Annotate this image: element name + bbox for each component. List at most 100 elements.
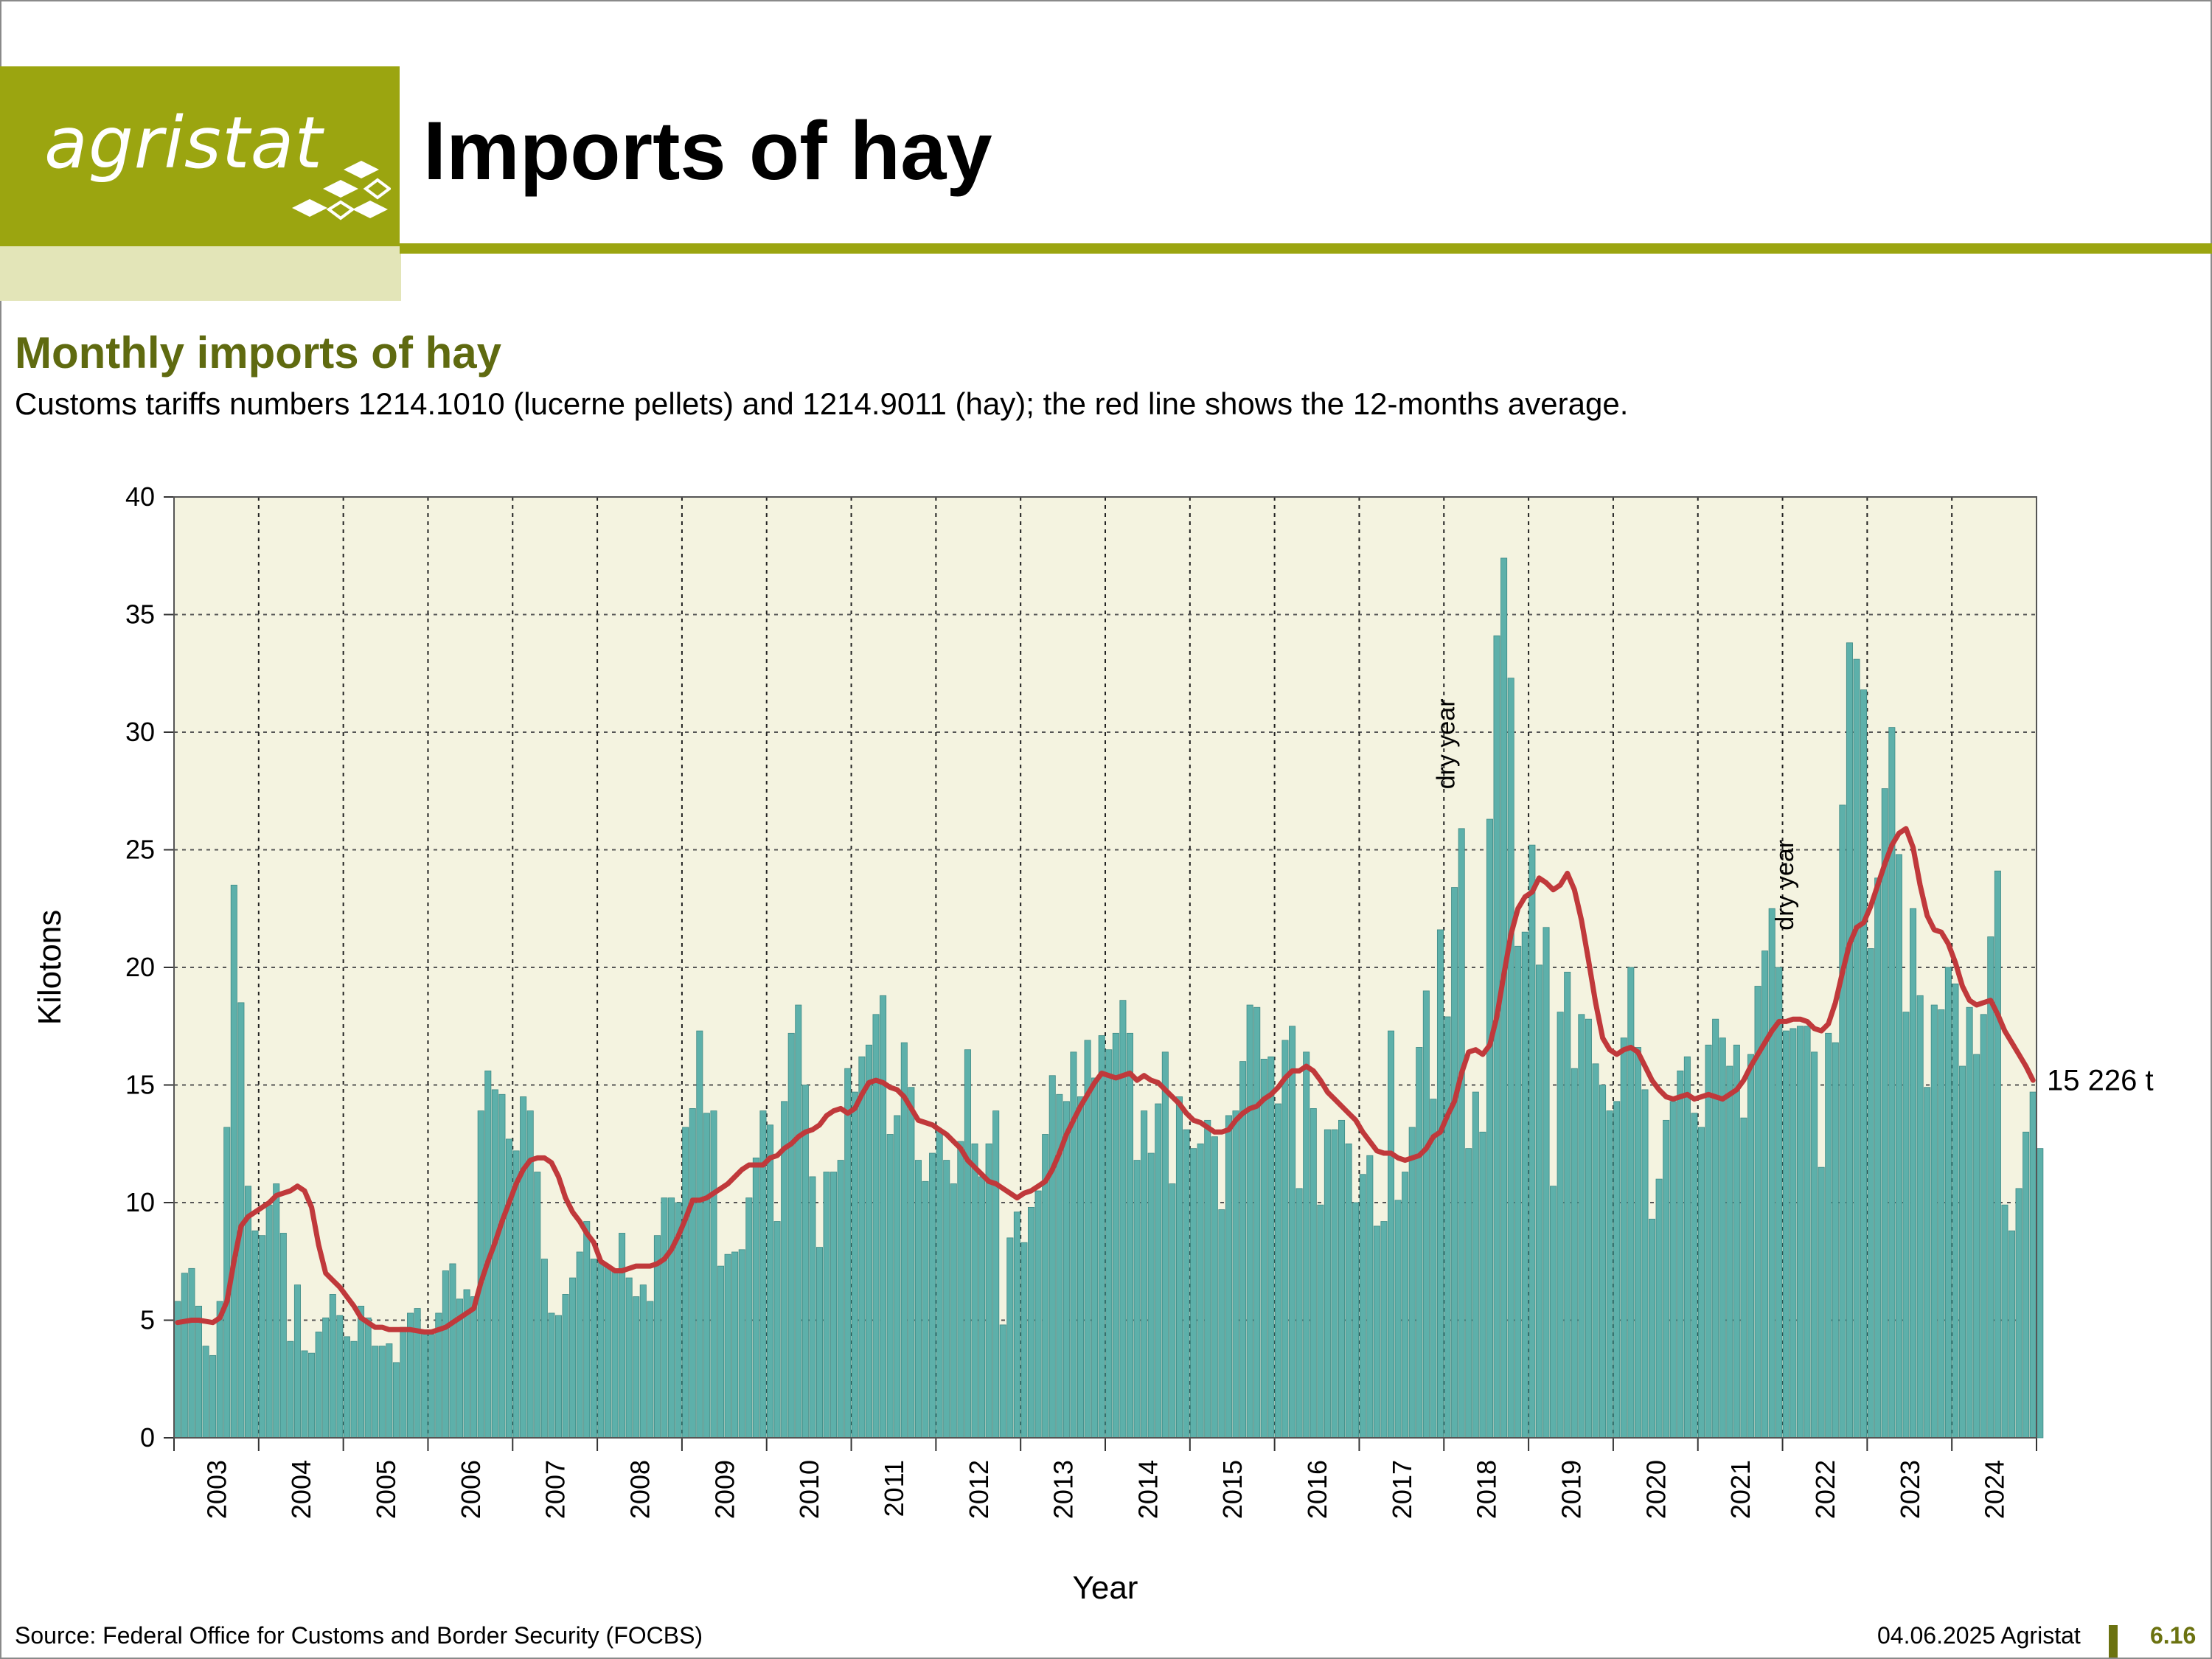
- import-bar: [1669, 1101, 1677, 1439]
- import-bar: [1938, 1009, 1945, 1439]
- import-bar: [1550, 1186, 1557, 1439]
- import-bar: [1620, 1037, 1627, 1439]
- import-bar: [1119, 1000, 1127, 1439]
- y-tick-label: 20: [125, 952, 155, 982]
- logo-diamond-icon: [292, 161, 391, 220]
- footer-divider: [2109, 1625, 2118, 1658]
- x-year-label: 2011: [879, 1460, 909, 1517]
- import-bar: [908, 1087, 915, 1439]
- import-bar: [1930, 1004, 1938, 1439]
- import-bar: [1564, 971, 1571, 1439]
- import-bar: [202, 1346, 209, 1439]
- import-bar: [738, 1249, 745, 1439]
- import-bar: [787, 1032, 795, 1439]
- import-bar: [1796, 1026, 1804, 1439]
- import-bar: [308, 1352, 316, 1439]
- import-bar: [562, 1294, 569, 1439]
- import-bar: [929, 1152, 936, 1439]
- import-bar: [2029, 1091, 2037, 1439]
- plot-border: [173, 496, 2037, 1439]
- import-bar: [1944, 967, 1952, 1439]
- import-bar: [540, 1259, 548, 1439]
- import-bar: [2015, 1188, 2023, 1439]
- import-bar: [1691, 1113, 1698, 1439]
- import-bar: [1020, 1242, 1028, 1439]
- import-bar: [230, 884, 237, 1439]
- import-bar: [1853, 658, 1860, 1439]
- import-bar: [1218, 1209, 1225, 1439]
- import-bar: [1098, 1035, 1105, 1439]
- imports-chart: 0 5 10 15 20 25 30 35 40 2003 2004 2005 2006 2007 2008…: [32, 481, 2154, 1606]
- footer-page-number: 6.16: [2150, 1622, 2197, 1649]
- import-bar: [329, 1294, 336, 1439]
- import-bar: [1987, 936, 1994, 1439]
- import-bar: [470, 1296, 478, 1439]
- import-bar: [696, 1030, 703, 1439]
- import-bar: [1747, 1054, 1755, 1439]
- x-year-label: 2006: [456, 1460, 486, 1519]
- import-bar: [2008, 1230, 2016, 1439]
- x-year-label: 2003: [201, 1460, 232, 1519]
- import-bar: [188, 1267, 195, 1439]
- import-bar: [1303, 1051, 1310, 1439]
- import-bar: [2037, 1148, 2044, 1439]
- import-bar: [259, 1235, 266, 1439]
- import-bar: [209, 1354, 217, 1439]
- import-bar: [1197, 1143, 1204, 1439]
- import-bar: [1147, 1152, 1155, 1439]
- import-bar: [1782, 1030, 1790, 1439]
- import-bar: [1465, 1148, 1472, 1439]
- import-bar: [1697, 1127, 1705, 1439]
- import-bar: [442, 1270, 449, 1439]
- import-bar: [315, 1332, 322, 1439]
- import-bar: [985, 1143, 992, 1439]
- import-bar: [1472, 1091, 1479, 1439]
- import-bar: [1161, 1051, 1169, 1439]
- chart-description: Customs tariffs numbers 1214.1010 (lucer…: [15, 386, 1629, 421]
- import-bar: [2023, 1131, 2030, 1439]
- import-bar: [1832, 1042, 1839, 1439]
- x-year-label: 2013: [1048, 1460, 1079, 1519]
- import-bar: [1557, 1012, 1564, 1439]
- import-bar: [809, 1176, 816, 1439]
- import-bar: [766, 1124, 774, 1439]
- x-year-label: 2016: [1302, 1460, 1332, 1519]
- import-bar: [1592, 1063, 1599, 1439]
- import-bar: [745, 1197, 753, 1439]
- import-bar: [1486, 818, 1493, 1439]
- import-bar: [1253, 1006, 1261, 1439]
- import-bar: [1232, 1110, 1239, 1439]
- import-bar: [1324, 1129, 1331, 1439]
- import-bar: [1430, 1099, 1437, 1439]
- import-bar: [1274, 1103, 1281, 1439]
- import-bar: [1874, 877, 1882, 1439]
- import-bar: [1394, 1200, 1402, 1439]
- import-bar: [724, 1253, 731, 1439]
- import-bar: [1578, 1014, 1585, 1439]
- import-bar: [1585, 1018, 1592, 1439]
- x-year-label: 2022: [1810, 1460, 1840, 1519]
- import-bar: [293, 1284, 301, 1439]
- import-bar: [251, 1230, 259, 1439]
- x-year-label: 2012: [964, 1460, 994, 1519]
- import-bar: [1910, 908, 1917, 1439]
- x-year-label: 2018: [1472, 1460, 1502, 1519]
- import-bar: [703, 1113, 710, 1439]
- import-bar: [815, 1247, 824, 1439]
- page-title: Imports of hay: [423, 105, 992, 197]
- import-bar: [1493, 635, 1500, 1439]
- import-bar: [1175, 1096, 1183, 1439]
- import-bar: [1112, 1032, 1119, 1439]
- import-bar: [851, 1091, 858, 1439]
- last-value-label: 15 226 t: [2047, 1064, 2154, 1096]
- import-bar: [1888, 727, 1896, 1439]
- average-line: [175, 826, 2036, 1335]
- import-bar: [639, 1284, 647, 1439]
- import-bar: [1091, 1077, 1099, 1439]
- import-bar: [1416, 1047, 1423, 1439]
- import-bar: [964, 1049, 971, 1439]
- import-bar: [1775, 967, 1783, 1439]
- import-bar: [1048, 1075, 1056, 1439]
- x-year-label: 2004: [286, 1460, 316, 1519]
- import-bar: [1804, 1026, 1811, 1439]
